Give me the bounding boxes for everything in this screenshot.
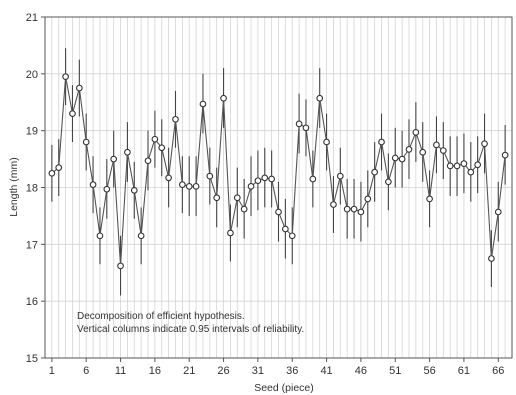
mean-point (185, 183, 193, 190)
mean-point (240, 205, 248, 213)
mean-point (501, 151, 509, 159)
mean-point (213, 194, 221, 202)
mean-point (282, 225, 289, 233)
mean-point (460, 160, 468, 167)
mean-point (268, 175, 275, 183)
mean-point (103, 185, 111, 193)
y-tick-label: 21 (26, 12, 38, 24)
y-tick-label: 18 (26, 183, 38, 195)
y-tick-label: 19 (26, 126, 38, 138)
mean-point (82, 138, 90, 146)
mean-point (192, 183, 200, 190)
mean-point (488, 255, 495, 262)
x-tick-label: 61 (458, 365, 470, 377)
mean-point (288, 232, 296, 240)
mean-point (89, 181, 97, 189)
plot-frame (41, 16, 513, 362)
y-tick-label: 15 (26, 353, 38, 365)
x-tick-label: 16 (149, 365, 161, 377)
mean-point (364, 195, 372, 203)
mean-point (220, 94, 227, 102)
mean-point (467, 168, 475, 176)
y-tick-label: 16 (26, 296, 38, 308)
mean-point (446, 162, 454, 170)
mean-points (48, 73, 509, 270)
y-axis-label: Length (mm) (8, 157, 20, 217)
x-tick-label: 6 (83, 365, 89, 377)
mean-point (158, 144, 166, 152)
mean-point (316, 94, 324, 102)
mean-point (378, 138, 385, 146)
x-tick-label: 36 (286, 365, 298, 377)
mean-point (309, 175, 317, 183)
mean-point (233, 194, 241, 202)
mean-point (165, 174, 172, 182)
mean-point (75, 84, 83, 92)
mean-point (426, 195, 433, 203)
mean-point (261, 174, 269, 182)
mean-point (323, 138, 330, 146)
mean-point (254, 177, 262, 185)
mean-point (433, 141, 440, 149)
mean-point (130, 186, 138, 194)
mean-point (453, 162, 461, 170)
mean-point (206, 172, 214, 180)
mean-point (302, 124, 310, 132)
mean-point (439, 147, 447, 154)
mean-point (357, 208, 365, 216)
x-tick-label: 41 (320, 365, 332, 377)
x-axis-label: Seed (piece) (254, 382, 314, 394)
mean-point (144, 157, 152, 165)
mean-point (474, 161, 482, 169)
x-tick-label: 1 (49, 365, 55, 377)
mean-point (227, 229, 234, 237)
y-tick-label: 20 (26, 69, 38, 81)
mean-point (398, 155, 406, 163)
x-tick-label: 26 (217, 365, 229, 377)
mean-point (110, 155, 118, 163)
mean-point (295, 120, 303, 128)
mean-point (179, 181, 186, 189)
mean-point (391, 154, 399, 162)
mean-point (350, 205, 358, 213)
x-tick-label: 11 (115, 365, 126, 377)
mean-point (199, 100, 207, 108)
annotation-line-2: Vertical columns indicate 0.95 intervals… (77, 324, 304, 335)
mean-point (385, 178, 392, 186)
mean-point (69, 110, 76, 117)
mean-point (419, 148, 427, 156)
mean-point (151, 135, 159, 143)
mean-point (48, 169, 56, 177)
x-tick-label: 66 (492, 365, 504, 377)
mean-point (371, 168, 378, 176)
mean-point (481, 140, 488, 148)
mean-point (117, 262, 124, 270)
mean-point (247, 183, 255, 190)
x-tick-label: 31 (252, 365, 264, 377)
mean-point (124, 148, 131, 156)
mean-point (137, 232, 145, 240)
mean-point (172, 115, 179, 123)
mean-point (96, 232, 104, 240)
x-tick-label: 51 (389, 365, 401, 377)
y-tick-label: 17 (26, 239, 38, 251)
mean-point (343, 205, 351, 213)
mean-point (275, 208, 282, 216)
mean-point (405, 146, 413, 153)
x-tick-label: 56 (423, 365, 435, 377)
mean-point (412, 129, 420, 136)
annotation-line-1: Decomposition of efficient hypothesis. (77, 311, 245, 322)
mean-point (336, 172, 344, 180)
x-tick-label: 21 (183, 365, 195, 377)
mean-point (330, 201, 337, 208)
mean-point (55, 164, 63, 171)
x-tick-label: 46 (355, 365, 367, 377)
mean-point (494, 208, 502, 216)
mean-point (62, 73, 69, 81)
